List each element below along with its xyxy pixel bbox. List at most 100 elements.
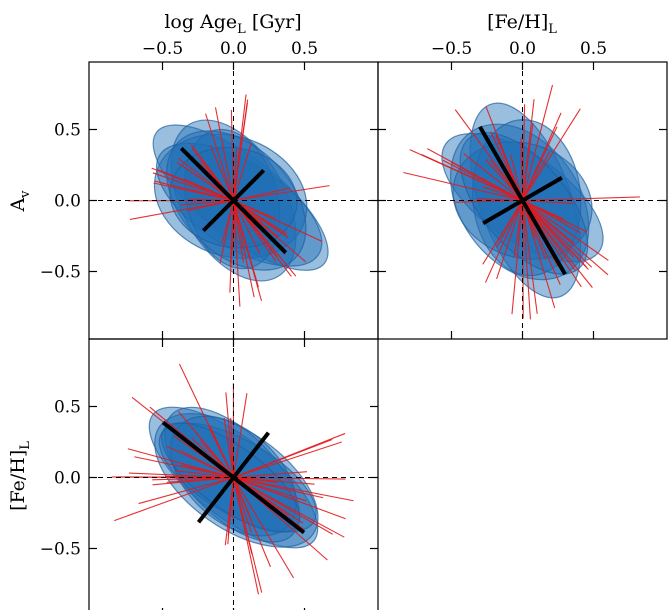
correlation-line [522, 200, 593, 268]
correlation-line [233, 476, 354, 502]
correlation-line [233, 471, 308, 479]
correlation-line [232, 393, 248, 478]
x-tick-label: 0.5 [291, 39, 318, 59]
correlation-line [521, 84, 554, 201]
correlation-line [180, 199, 234, 206]
correlation-line [128, 472, 234, 479]
correlation-line [482, 200, 523, 265]
correlation-line [522, 200, 609, 261]
correlation-line [233, 476, 315, 485]
correlation-line [232, 477, 259, 595]
correlation-line [232, 477, 251, 517]
correlation-line [233, 200, 292, 277]
correlation-line [208, 428, 234, 478]
correlation-line [522, 108, 581, 201]
correlation-line [496, 200, 524, 280]
correlation-line [450, 161, 523, 201]
correlation-line [166, 445, 234, 478]
xaxis-title-age: log AgeL [Gyr] [164, 11, 301, 37]
x-tick-label: −0.5 [142, 39, 183, 59]
correlation-line [482, 186, 523, 202]
correlation-line [521, 200, 524, 319]
correlation-line [175, 470, 234, 479]
y-tick-label: 0.0 [54, 469, 81, 489]
correlation-line [233, 439, 333, 479]
correlation-line [232, 200, 263, 301]
panel-feh-vs-av: −0.5 0.0 0.5 [377, 39, 668, 340]
correlation-line [233, 200, 289, 239]
correlation-line [522, 200, 589, 270]
correlation-line [229, 200, 235, 293]
principal-axis [201, 168, 266, 233]
y-tick-label: 0.0 [54, 192, 81, 212]
correlation-line [522, 200, 609, 276]
correlation-line [454, 199, 523, 203]
correlation-line [151, 167, 234, 202]
panel-age-vs-av: −0.5 0.0 0.5 −0.5 0.0 0.5 [40, 39, 379, 340]
y-tick-label: −0.5 [40, 263, 81, 283]
correlation-line [521, 123, 534, 201]
correlation-line [233, 477, 333, 535]
correlation-line [186, 199, 234, 212]
correlation-line [521, 200, 531, 320]
correlation-line [138, 476, 234, 505]
correlation-line [114, 476, 234, 522]
correlation-line [221, 200, 235, 245]
panel-age-vs-feh: −0.5 0.0 0.5 [40, 338, 379, 610]
correlation-line [232, 200, 255, 298]
correlation-line [233, 200, 261, 255]
y-tick-label: 0.5 [54, 398, 81, 418]
correlation-line [233, 187, 290, 202]
correlation-line [233, 441, 342, 479]
correlation-line [176, 161, 234, 201]
correlation-line [403, 171, 523, 202]
correlation-line [154, 180, 234, 202]
correlation-line [232, 165, 239, 201]
correlation-line [522, 199, 564, 220]
x-tick-label: −0.5 [431, 39, 472, 59]
correlation-line [495, 200, 523, 248]
correlation-line [134, 456, 234, 479]
correlation-line [214, 107, 235, 201]
correlation-line [233, 476, 346, 520]
xaxis-title-feh: [Fe/H]L [487, 11, 557, 37]
correlation-line [233, 185, 330, 202]
correlation-line [232, 200, 244, 263]
correlation-line [454, 109, 523, 201]
correlation-line [232, 142, 252, 201]
correlation-line [195, 431, 234, 478]
correlation-line [522, 196, 640, 202]
correlation-line [409, 149, 523, 202]
correlation-line [152, 476, 234, 486]
correlation-line [511, 200, 524, 315]
x-tick-label: 0.0 [220, 39, 247, 59]
y-tick-label: 0.5 [54, 121, 81, 141]
correlation-line [152, 172, 234, 202]
principal-axis [482, 176, 563, 225]
correlation-line [129, 199, 234, 220]
correlation-line [209, 144, 235, 201]
correlation-line [521, 158, 542, 201]
principal-axis [196, 431, 271, 524]
y-tick-label: −0.5 [40, 540, 81, 560]
correlation-line [510, 154, 524, 201]
correlation-line [127, 448, 234, 479]
correlation-line [233, 200, 323, 242]
yaxis-title-feh: [Fe/H]L [7, 441, 33, 511]
correlation-line [232, 477, 252, 533]
x-tick-label: 0.0 [509, 39, 536, 59]
correlation-line [521, 200, 556, 309]
correlation-line [463, 153, 523, 201]
x-tick-label: 0.5 [580, 39, 607, 59]
correlation-line [484, 200, 524, 283]
correlation-line [521, 104, 526, 201]
correlation-line [232, 477, 263, 593]
correlation-line [224, 477, 235, 546]
correlation-line [521, 200, 538, 314]
correlation-line [205, 113, 235, 201]
correlation-line [230, 109, 235, 201]
yaxis-title-av: Av [7, 190, 33, 213]
correlation-line [225, 392, 235, 478]
correlation-line [223, 417, 235, 478]
